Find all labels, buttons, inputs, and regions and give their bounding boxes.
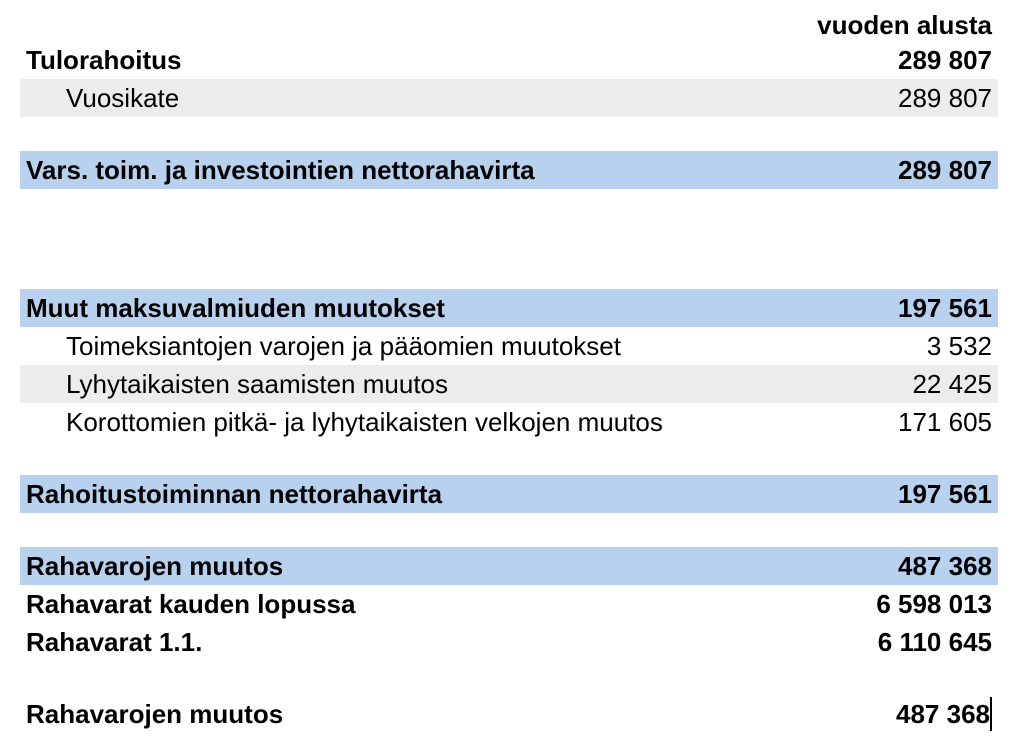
row-value: 197 561 <box>812 291 992 325</box>
table-row: Tulorahoitus289 807 <box>20 41 998 79</box>
spacer <box>20 513 998 547</box>
row-value: 171 605 <box>812 405 992 439</box>
row-label: Rahavarat 1.1. <box>26 625 812 659</box>
row-value: 487 368 <box>812 549 992 583</box>
row-label: Rahavarojen muutos <box>26 697 812 731</box>
row-label: Tulorahoitus <box>26 43 812 77</box>
row-label: Rahavarojen muutos <box>26 549 812 583</box>
table-row: Rahavarat 1.1.6 110 645 <box>20 623 998 661</box>
table-row: Muut maksuvalmiuden muutokset197 561 <box>20 289 998 327</box>
row-label: Lyhytaikaisten saamisten muutos <box>26 367 812 401</box>
financial-statement-table: vuoden alusta Tulorahoitus289 807Vuosika… <box>20 10 998 733</box>
table-row: Vuosikate289 807 <box>20 79 998 117</box>
row-label: Korottomien pitkä- ja lyhytaikaisten vel… <box>26 405 812 439</box>
row-value: 6 598 013 <box>812 587 992 621</box>
spacer <box>20 189 998 289</box>
spacer <box>20 117 998 151</box>
table-row: Vars. toim. ja investointien nettorahavi… <box>20 151 998 189</box>
column-header-label: vuoden alusta <box>817 10 992 40</box>
table-row: Rahoitustoiminnan nettorahavirta197 561 <box>20 475 998 513</box>
row-label: Vars. toim. ja investointien nettorahavi… <box>26 153 812 187</box>
row-label: Toimeksiantojen varojen ja pääomien muut… <box>26 329 812 363</box>
row-value: 289 807 <box>812 81 992 115</box>
row-value: 289 807 <box>812 153 992 187</box>
table-row: Rahavarojen muutos487 368 <box>20 547 998 585</box>
row-label: Vuosikate <box>26 81 812 115</box>
row-value: 22 425 <box>812 367 992 401</box>
column-header: vuoden alusta <box>20 10 998 41</box>
row-value: 487 368 <box>812 697 992 731</box>
row-value: 289 807 <box>812 43 992 77</box>
row-value: 197 561 <box>812 477 992 511</box>
table-row: Rahavarojen muutos487 368 <box>20 695 998 733</box>
row-value: 6 110 645 <box>812 625 992 659</box>
row-label: Rahavarat kauden lopussa <box>26 587 812 621</box>
rows-container: Tulorahoitus289 807Vuosikate289 807Vars.… <box>20 41 998 733</box>
table-row: Toimeksiantojen varojen ja pääomien muut… <box>20 327 998 365</box>
row-value: 3 532 <box>812 329 992 363</box>
row-label: Muut maksuvalmiuden muutokset <box>26 291 812 325</box>
table-row: Lyhytaikaisten saamisten muutos22 425 <box>20 365 998 403</box>
table-row: Rahavarat kauden lopussa6 598 013 <box>20 585 998 623</box>
spacer <box>20 441 998 475</box>
row-label: Rahoitustoiminnan nettorahavirta <box>26 477 812 511</box>
table-row: Korottomien pitkä- ja lyhytaikaisten vel… <box>20 403 998 441</box>
spacer <box>20 661 998 695</box>
